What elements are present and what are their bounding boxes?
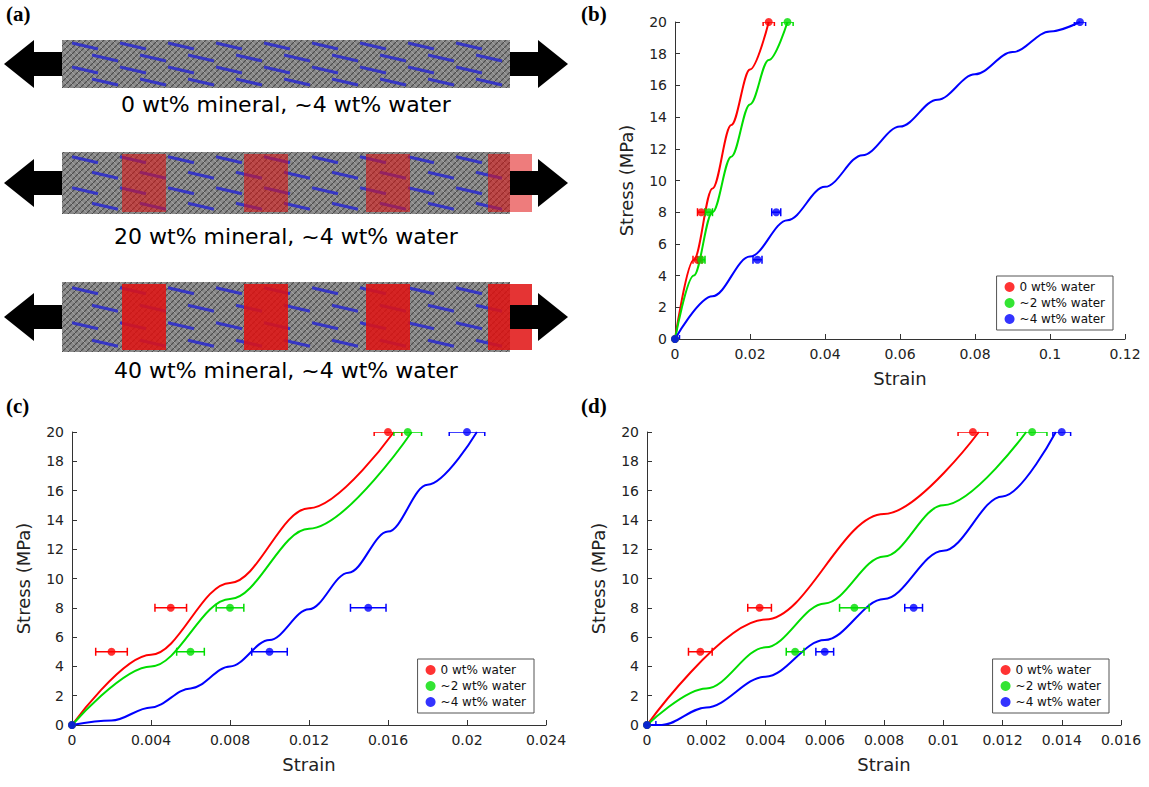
svg-text:0.06: 0.06 bbox=[884, 346, 915, 362]
svg-text:6: 6 bbox=[55, 629, 64, 645]
svg-text:~4 wt% water: ~4 wt% water bbox=[1016, 695, 1101, 709]
svg-text:0.014: 0.014 bbox=[1042, 732, 1082, 748]
svg-text:14: 14 bbox=[649, 109, 667, 125]
svg-text:8: 8 bbox=[630, 600, 639, 616]
svg-text:0.01: 0.01 bbox=[928, 732, 959, 748]
svg-text:6: 6 bbox=[630, 629, 639, 645]
svg-text:18: 18 bbox=[649, 46, 667, 62]
svg-text:0.006: 0.006 bbox=[805, 732, 845, 748]
svg-text:Strain: Strain bbox=[857, 754, 910, 775]
svg-text:20: 20 bbox=[46, 424, 64, 440]
svg-text:8: 8 bbox=[658, 204, 667, 220]
html-text:(a): (a) bbox=[6, 2, 31, 26]
svg-text:0.008: 0.008 bbox=[210, 732, 250, 748]
svg-text:16: 16 bbox=[621, 483, 639, 499]
svg-text:~4 wt% water: ~4 wt% water bbox=[441, 695, 526, 709]
svg-text:12: 12 bbox=[621, 541, 639, 557]
svg-text:~2 wt% water: ~2 wt% water bbox=[1016, 679, 1101, 693]
svg-text:2: 2 bbox=[55, 688, 64, 704]
svg-text:0.12: 0.12 bbox=[1109, 346, 1140, 362]
svg-text:2: 2 bbox=[658, 299, 667, 315]
svg-text:10: 10 bbox=[46, 571, 64, 587]
svg-text:0.012: 0.012 bbox=[289, 732, 329, 748]
svg-text:0.02: 0.02 bbox=[451, 732, 482, 748]
svg-text:2: 2 bbox=[630, 688, 639, 704]
svg-text:18: 18 bbox=[621, 453, 639, 469]
svg-text:0.016: 0.016 bbox=[368, 732, 408, 748]
svg-text:0.08: 0.08 bbox=[959, 346, 990, 362]
svg-text:Stress (MPa): Stress (MPa) bbox=[13, 523, 34, 635]
svg-text:8: 8 bbox=[55, 600, 64, 616]
svg-text:12: 12 bbox=[46, 541, 64, 557]
svg-text:18: 18 bbox=[46, 453, 64, 469]
svg-text:0: 0 bbox=[671, 346, 680, 362]
svg-text:0: 0 bbox=[630, 717, 639, 733]
svg-text:20 wt% mineral, ~4 wt% water: 20 wt% mineral, ~4 wt% water bbox=[114, 224, 459, 249]
svg-text:Strain: Strain bbox=[282, 754, 335, 775]
svg-text:~2 wt% water: ~2 wt% water bbox=[441, 679, 526, 693]
svg-text:40 wt% mineral, ~4 wt% water: 40 wt% mineral, ~4 wt% water bbox=[114, 358, 459, 383]
svg-text:Stress (MPa): Stress (MPa) bbox=[588, 523, 609, 635]
svg-text:0.012: 0.012 bbox=[982, 732, 1022, 748]
svg-text:0.016: 0.016 bbox=[1101, 732, 1141, 748]
svg-text:0 wt% mineral, ~4 wt% water: 0 wt% mineral, ~4 wt% water bbox=[121, 92, 452, 117]
svg-text:0: 0 bbox=[658, 331, 667, 347]
svg-text:0.008: 0.008 bbox=[864, 732, 904, 748]
html-text:(c): (c) bbox=[6, 394, 30, 418]
svg-text:14: 14 bbox=[621, 512, 639, 528]
svg-text:0.024: 0.024 bbox=[526, 732, 566, 748]
svg-text:0.04: 0.04 bbox=[809, 346, 840, 362]
html-text:(d): (d) bbox=[581, 394, 607, 418]
svg-text:14: 14 bbox=[46, 512, 64, 528]
svg-text:0: 0 bbox=[643, 732, 652, 748]
svg-text:0.1: 0.1 bbox=[1039, 346, 1061, 362]
svg-text:0.02: 0.02 bbox=[734, 346, 765, 362]
html-text:(b): (b) bbox=[581, 2, 607, 26]
svg-text:0: 0 bbox=[55, 717, 64, 733]
svg-text:~2 wt% water: ~2 wt% water bbox=[1020, 296, 1105, 310]
svg-text:16: 16 bbox=[649, 77, 667, 93]
svg-text:Strain: Strain bbox=[873, 368, 926, 389]
svg-text:16: 16 bbox=[46, 483, 64, 499]
svg-text:4: 4 bbox=[55, 658, 64, 674]
svg-text:0.002: 0.002 bbox=[686, 732, 726, 748]
svg-text:20: 20 bbox=[649, 14, 667, 30]
svg-text:0 wt% water: 0 wt% water bbox=[1020, 280, 1095, 294]
svg-text:10: 10 bbox=[621, 571, 639, 587]
svg-text:0 wt% water: 0 wt% water bbox=[441, 663, 516, 677]
svg-text:~4 wt% water: ~4 wt% water bbox=[1020, 312, 1105, 326]
svg-text:0.004: 0.004 bbox=[745, 732, 785, 748]
svg-text:4: 4 bbox=[630, 658, 639, 674]
svg-text:20: 20 bbox=[621, 424, 639, 440]
svg-text:0 wt% water: 0 wt% water bbox=[1016, 663, 1091, 677]
svg-text:12: 12 bbox=[649, 141, 667, 157]
svg-text:0: 0 bbox=[68, 732, 77, 748]
svg-text:6: 6 bbox=[658, 236, 667, 252]
svg-text:Stress (MPa): Stress (MPa) bbox=[616, 125, 637, 237]
svg-text:10: 10 bbox=[649, 173, 667, 189]
svg-text:0.004: 0.004 bbox=[131, 732, 171, 748]
svg-text:4: 4 bbox=[658, 268, 667, 284]
